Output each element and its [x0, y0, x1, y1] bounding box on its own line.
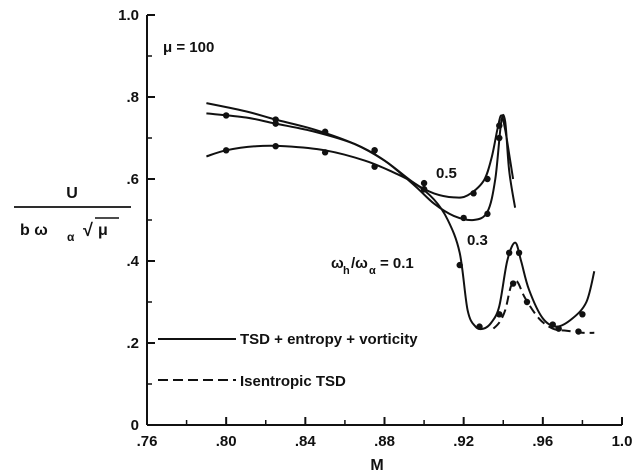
data-point: [272, 143, 278, 149]
y-tick-label: .2: [126, 335, 139, 352]
data-point: [484, 211, 490, 217]
omega-slash: /ω: [351, 255, 368, 272]
y-tick-label: 1.0: [118, 7, 139, 24]
x-axis-title: M: [370, 457, 383, 474]
x-tick-label: .88: [374, 433, 395, 450]
y-tick-label: .6: [126, 171, 139, 188]
y-tick-label: .8: [126, 89, 139, 106]
y-axis-title-root: √: [83, 220, 93, 240]
data-point: [223, 112, 229, 118]
data-point: [371, 164, 377, 170]
data-point: [496, 311, 502, 317]
y-axis-title: U b ω α √ μ: [14, 185, 131, 244]
legend-entry-solid: TSD + entropy + vorticity: [240, 331, 418, 348]
series-layer: [206, 103, 594, 333]
data-point: [575, 328, 581, 334]
y-tick-label: .4: [126, 253, 139, 270]
data-point: [484, 176, 490, 182]
data-point: [371, 147, 377, 153]
data-point: [421, 180, 427, 186]
data-point: [550, 321, 556, 327]
y-axis-title-alpha-subscript: α: [67, 230, 75, 244]
omega-value: = 0.1: [380, 255, 414, 272]
data-point: [476, 323, 482, 329]
x-tick-label: 1.0: [612, 433, 633, 450]
data-point: [496, 123, 502, 129]
y-axis-title-denominator: b ω: [20, 222, 48, 239]
omega-h-subscript: h: [343, 265, 350, 277]
mu-annotation: μ = 100: [163, 39, 214, 56]
series-label-01: ω h /ω α = 0.1: [331, 255, 414, 277]
series-line-0: [206, 103, 513, 198]
data-point: [496, 135, 502, 141]
legend: TSD + entropy + vorticity Isentropic TSD: [158, 331, 418, 390]
omega-alpha-subscript: α: [369, 265, 376, 277]
data-point: [223, 147, 229, 153]
legend-entry-dashed: Isentropic TSD: [240, 373, 346, 390]
y-axis-title-mu: μ: [98, 222, 108, 239]
series-line-3: [493, 281, 594, 333]
data-point: [506, 250, 512, 256]
data-point: [516, 250, 522, 256]
x-tick-label: .84: [295, 433, 317, 450]
data-point: [421, 186, 427, 192]
series-label-03: 0.3: [467, 232, 488, 249]
x-tick-label: .96: [532, 433, 553, 450]
data-point: [322, 149, 328, 155]
data-point: [322, 129, 328, 135]
x-tick-label: .76: [137, 433, 158, 450]
series-label-05: 0.5: [436, 165, 457, 182]
marker-layer: [223, 112, 586, 334]
y-axis-title-numerator: U: [66, 185, 78, 202]
data-point: [457, 262, 463, 268]
data-point: [272, 120, 278, 126]
ticks: .76 .80 .84 .88 .92 .96 1.0 0 .2 .4 .6 .8 1.0: [118, 7, 632, 450]
data-point: [470, 190, 476, 196]
x-tick-label: .80: [216, 433, 237, 450]
data-point: [460, 215, 466, 221]
y-tick-label: 0: [131, 417, 139, 434]
data-point: [555, 325, 561, 331]
series-line-1: [206, 113, 515, 220]
data-point: [579, 311, 585, 317]
x-tick-label: .92: [453, 433, 474, 450]
axes: [147, 15, 622, 425]
data-point: [524, 299, 530, 305]
data-point: [510, 280, 516, 286]
